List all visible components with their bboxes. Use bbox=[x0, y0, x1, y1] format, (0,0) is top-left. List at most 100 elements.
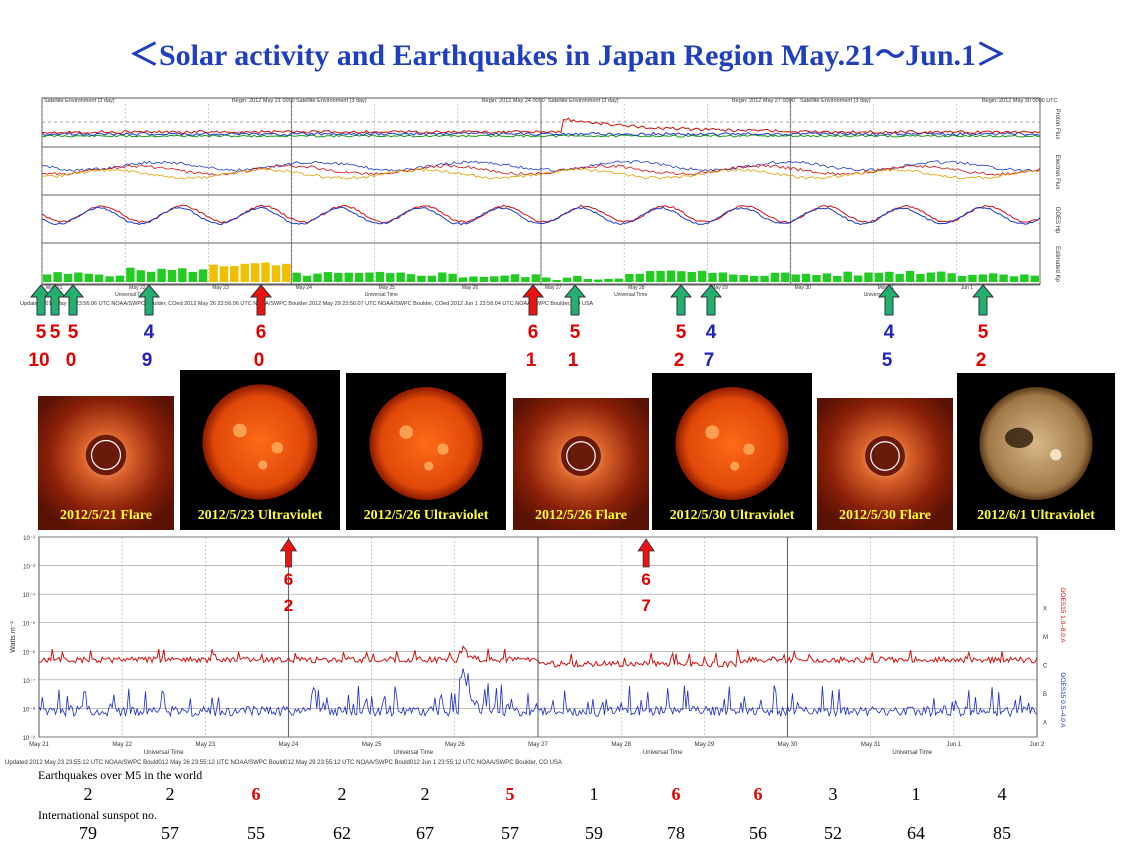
quake-magnitude: 4 bbox=[143, 322, 155, 343]
green-up-arrow-icon bbox=[877, 284, 901, 316]
page-title: ＜Solar activity and Earthquakes in Japan… bbox=[128, 39, 1007, 72]
flare-class-label: M bbox=[1043, 635, 1048, 641]
ytick-label: 10⁻³ bbox=[23, 565, 35, 571]
kp-bar bbox=[999, 274, 1008, 282]
kp-bar bbox=[968, 274, 977, 282]
panel-header-text: Satellite Environment (3 day) bbox=[44, 98, 115, 104]
kp-bar bbox=[198, 269, 208, 282]
kp-bar bbox=[438, 272, 447, 282]
green-up-arrow-icon bbox=[971, 284, 995, 316]
solar-image: 2012/5/26 Flare bbox=[513, 398, 649, 530]
kp-bar bbox=[531, 274, 540, 282]
solar-image-caption: 2012/6/1 Ultraviolet bbox=[977, 508, 1095, 523]
red-up-arrow-icon bbox=[249, 284, 273, 316]
quake-count-cell: 6 bbox=[251, 784, 261, 804]
kp-bar bbox=[562, 277, 572, 282]
kp-bar bbox=[874, 272, 884, 282]
kp-bar bbox=[458, 277, 468, 282]
quake-depth: 2 bbox=[673, 350, 685, 371]
kp-bar bbox=[573, 275, 582, 282]
quake-count-cell: 6 bbox=[671, 784, 681, 804]
quake-magnitude: 6 bbox=[641, 570, 650, 589]
kp-bar bbox=[916, 273, 925, 282]
sunspot-number-cell: 62 bbox=[333, 823, 351, 843]
quake-count-cell: 2 bbox=[337, 784, 347, 804]
solar-image: 2012/5/21 Flare bbox=[38, 396, 174, 530]
axis-title: Universal Time bbox=[614, 292, 647, 298]
quake-count-cell: 5 bbox=[505, 784, 515, 804]
red-up-arrow-icon bbox=[637, 538, 655, 568]
sunspot-number-cell: 59 bbox=[585, 823, 603, 843]
quake-magnitude: 5 bbox=[49, 322, 61, 343]
ytick-label: 10⁻⁸ bbox=[23, 706, 36, 713]
electron-flux-orange bbox=[41, 168, 1041, 180]
date-tick-label: May 28 bbox=[628, 285, 645, 291]
kp-bar bbox=[1009, 276, 1019, 282]
sunspot-number-cell: 55 bbox=[247, 823, 265, 843]
kp-bar bbox=[843, 271, 852, 282]
solar-image: 2012/5/23 Ultraviolet bbox=[180, 370, 340, 530]
kp-bar bbox=[375, 271, 385, 282]
date-tick-label: May 31 bbox=[861, 742, 881, 748]
proton-flux-blue bbox=[41, 131, 1041, 137]
green-up-arrow-icon bbox=[137, 284, 161, 316]
kp-bar bbox=[167, 269, 177, 282]
quake-count-cell: 3 bbox=[828, 784, 838, 804]
date-tick-label: May 30 bbox=[795, 285, 812, 291]
quake-count-label: Earthquakes over M5 in the world bbox=[38, 768, 203, 782]
sunspot-number-cell: 56 bbox=[749, 823, 767, 843]
green-up-arrow-icon bbox=[669, 284, 693, 316]
strip-label: Proton Flux bbox=[1054, 109, 1060, 140]
quake-depth: 0 bbox=[253, 350, 265, 371]
date-tick-label: Jun 2 bbox=[1030, 742, 1045, 748]
solar-image: 2012/5/26 Ultraviolet bbox=[346, 373, 506, 530]
kp-bar bbox=[178, 268, 187, 282]
panel-header-text: Satellite Environment (3 day) bbox=[296, 98, 367, 104]
date-tick-label: May 24 bbox=[279, 742, 299, 748]
quake-count-cell: 1 bbox=[911, 784, 921, 804]
solar-image-caption: 2012/5/30 Flare bbox=[839, 508, 931, 523]
quake-depth: 0 bbox=[65, 350, 77, 371]
sunspot-number-cell: 52 bbox=[824, 823, 842, 843]
quake-depth: 5 bbox=[881, 350, 893, 371]
kp-bar bbox=[625, 273, 634, 282]
quake-magnitude: 6 bbox=[527, 322, 539, 343]
kp-bar bbox=[354, 272, 364, 282]
quake-magnitude: 6 bbox=[255, 322, 267, 343]
kp-bar bbox=[1030, 275, 1039, 282]
kp-bar bbox=[666, 270, 676, 282]
date-tick-label: May 30 bbox=[778, 742, 798, 748]
kp-bar bbox=[937, 271, 946, 282]
quake-depth: 1 bbox=[567, 350, 579, 371]
kp-bar bbox=[656, 270, 665, 282]
series-label-short: GOES15 0.5–4.0 A bbox=[1059, 672, 1066, 728]
strip-label: Estimated Kp bbox=[1054, 246, 1060, 282]
red-up-arrow-icon bbox=[521, 284, 545, 316]
panel-header-text: Begin: 2012 May 30 0000 UTC bbox=[982, 98, 1058, 104]
kp-bar bbox=[406, 274, 416, 282]
kp-bar bbox=[490, 276, 499, 282]
strip-label: Electron Flux bbox=[1054, 154, 1060, 189]
kp-bar bbox=[677, 271, 686, 282]
ytick-label: 10⁻⁵ bbox=[23, 621, 36, 628]
strip-label: GOES Hp bbox=[1054, 207, 1060, 234]
kp-bar bbox=[146, 271, 156, 282]
kp-bar bbox=[63, 273, 73, 282]
kp-bar bbox=[635, 273, 644, 282]
solar-image-caption: 2012/5/26 Flare bbox=[535, 508, 627, 523]
kp-bar bbox=[801, 273, 811, 282]
quake-count-cell: 2 bbox=[420, 784, 430, 804]
date-tick-label: May 22 bbox=[129, 285, 146, 291]
electron-flux-blue bbox=[41, 160, 1041, 172]
quake-depth: 2 bbox=[284, 596, 293, 615]
kp-bar bbox=[593, 279, 603, 282]
kp-bar bbox=[365, 272, 374, 282]
kp-bar bbox=[250, 263, 260, 282]
quake-count-cell: 2 bbox=[83, 784, 93, 804]
kp-bar bbox=[687, 272, 696, 282]
xray-short-series bbox=[38, 668, 1038, 718]
proton-flux-green bbox=[41, 134, 1041, 138]
kp-bar bbox=[344, 272, 353, 282]
kp-bar bbox=[230, 266, 239, 282]
kp-bar bbox=[905, 270, 915, 282]
